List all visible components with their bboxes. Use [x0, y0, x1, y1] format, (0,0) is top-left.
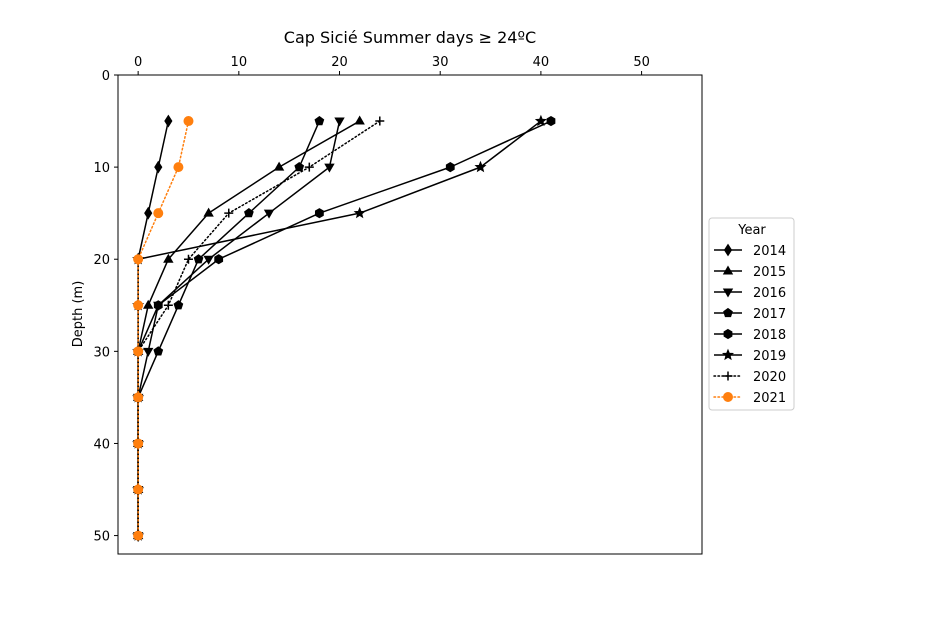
data-point-2016 [263, 209, 275, 219]
series-line-2019 [137, 120, 542, 536]
chart-title: Cap Sicié Summer days ≥ 24ºC [284, 28, 536, 47]
legend-marker [722, 288, 734, 298]
legend-label: 2017 [753, 307, 786, 322]
data-point-2019 [534, 114, 547, 127]
y-tick-label: 20 [93, 253, 110, 268]
data-point-2015 [354, 115, 365, 125]
series-2016 [132, 117, 345, 542]
y-axis-title: Depth (m) [71, 281, 86, 348]
x-tick-label: 20 [331, 55, 348, 70]
legend-marker [723, 328, 733, 340]
series-line-2017 [137, 120, 321, 536]
legend-item-2021: 2021 [713, 391, 786, 406]
data-point-2018 [214, 254, 224, 265]
data-point-2015 [163, 253, 174, 263]
data-point-2015 [143, 299, 154, 309]
data-point-2020 [163, 300, 173, 310]
data-point-2021 [133, 530, 144, 541]
legend-item-2014: 2014 [714, 243, 786, 259]
legend-item-2020: 2020 [713, 370, 786, 385]
data-point-2015 [203, 207, 214, 217]
data-point-2017 [294, 162, 305, 172]
x-tick-label: 0 [134, 55, 142, 70]
data-point-2020 [183, 254, 193, 264]
legend: Year 2014 2015 2016 2017 2018 2019 2020 2021 [708, 217, 795, 411]
data-point-2017 [193, 254, 204, 264]
legend-item-2015: 2015 [714, 265, 786, 280]
data-point-2021 [183, 116, 194, 127]
legend-marker [723, 371, 733, 381]
data-point-2016 [324, 163, 335, 173]
data-point-2018 [314, 208, 324, 219]
legend-item-2019: 2019 [714, 348, 786, 364]
data-point-2017 [153, 346, 164, 356]
data-point-2021 [133, 300, 144, 311]
data-point-2018 [153, 300, 163, 311]
legend-label: 2016 [753, 286, 786, 301]
y-tick-label: 0 [102, 69, 110, 84]
legend-item-2017: 2017 [714, 307, 786, 322]
x-tick-label: 50 [633, 55, 650, 70]
data-point-2020 [224, 208, 234, 218]
data-point-2018 [445, 162, 455, 173]
legend-marker [721, 348, 735, 361]
y-tick-label: 30 [93, 345, 110, 360]
series-layer [132, 114, 556, 543]
data-point-2015 [273, 161, 285, 171]
legend-label: 2015 [753, 265, 786, 280]
series-2021 [133, 116, 194, 541]
data-point-2021 [153, 208, 164, 219]
legend-label: 2014 [753, 244, 786, 259]
x-tick-label: 40 [533, 55, 550, 70]
series-line-2020 [137, 120, 381, 537]
data-point-2021 [133, 484, 144, 495]
data-point-2020 [375, 116, 385, 126]
data-point-2021 [133, 346, 144, 357]
x-axis: 0 10 20 30 40 50 [134, 55, 650, 75]
series-2018 [133, 115, 556, 541]
data-point-2017 [173, 300, 184, 310]
series-line-2018 [137, 120, 552, 536]
data-point-2014 [164, 114, 173, 128]
x-tick-label: 10 [231, 55, 248, 70]
data-point-2017 [244, 208, 254, 218]
data-point-2017 [314, 115, 325, 126]
data-point-2019 [353, 206, 366, 219]
data-point-2021 [133, 392, 144, 403]
series-2019 [132, 114, 547, 541]
data-point-2018 [546, 115, 556, 127]
data-point-2021 [173, 162, 184, 173]
data-point-2021 [133, 254, 144, 265]
data-point-2021 [133, 438, 144, 449]
series-line-2021 [137, 120, 190, 537]
data-point-2016 [334, 117, 345, 127]
y-tick-label: 40 [93, 437, 110, 452]
legend-marker [723, 392, 733, 402]
legend-label: 2020 [753, 370, 786, 385]
x-tick-label: 30 [432, 55, 449, 70]
data-point-2019 [474, 160, 487, 173]
data-point-2014 [154, 160, 163, 174]
series-2017 [133, 115, 325, 540]
data-point-2016 [143, 347, 154, 357]
legend-item-2018: 2018 [714, 328, 786, 343]
data-point-2020 [304, 162, 314, 172]
legend-title: Year [737, 223, 766, 238]
legend-items: 2014 2015 2016 2017 2018 2019 2020 2021 [713, 243, 786, 406]
data-point-2014 [144, 206, 153, 220]
y-tick-label: 10 [93, 161, 110, 176]
y-tick-label: 50 [93, 530, 110, 545]
legend-label: 2019 [753, 349, 786, 364]
legend-frame [708, 217, 795, 411]
plot-area-frame [117, 74, 703, 555]
legend-marker [722, 265, 734, 275]
legend-marker [723, 243, 733, 257]
y-axis: 0 10 20 30 40 50 [93, 69, 118, 545]
legend-label: 2018 [753, 328, 786, 343]
legend-item-2016: 2016 [714, 286, 786, 301]
data-point-2016 [203, 255, 214, 265]
legend-label: 2021 [753, 391, 786, 406]
legend-marker [723, 307, 733, 318]
